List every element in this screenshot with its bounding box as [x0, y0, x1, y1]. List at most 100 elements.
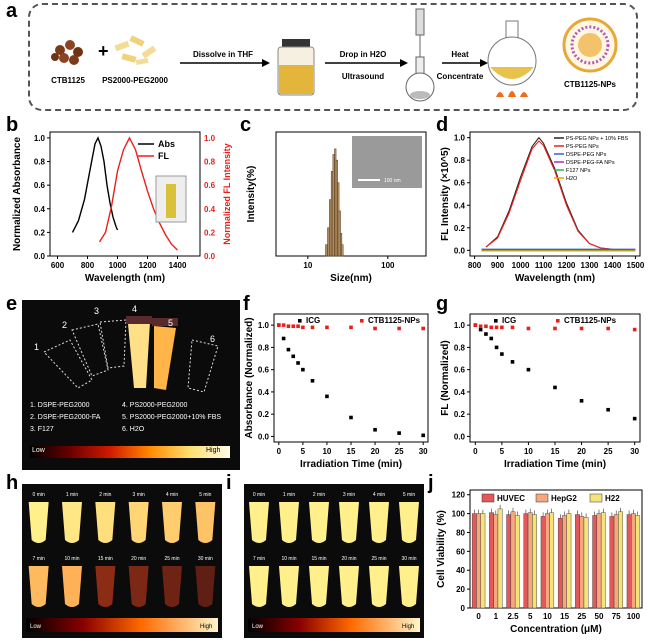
- y-tick-label: 0.8: [34, 158, 46, 167]
- viability-bar: [592, 515, 598, 609]
- legend-label: HUVEC: [497, 494, 525, 503]
- legend-label: ICG: [306, 316, 320, 325]
- viability-bar: [527, 512, 533, 609]
- viability-bar: [471, 513, 477, 609]
- x-tick-label: 100: [627, 612, 641, 621]
- x-axis-title: Irradiation Time (min): [504, 459, 606, 470]
- panel-label-a: a: [6, 0, 18, 22]
- x-tick-label: 0: [473, 447, 478, 456]
- tube: [399, 566, 419, 607]
- scale-low: Low: [252, 624, 264, 630]
- e-legend-item-3: 3. F127: [30, 426, 54, 433]
- y-tick-label: 0.6: [454, 366, 466, 375]
- time-label: 5 min: [403, 492, 415, 498]
- time-label: 7 min: [253, 556, 265, 562]
- legend-label: PS-PEG NPs: [566, 144, 599, 150]
- x-tick-label: 30: [630, 447, 639, 456]
- x-tick-label: 0: [277, 447, 282, 456]
- panel-h-image: 0 min 1 min 2 min 3 min 4 min 5 min 7 min 10 mi…: [22, 484, 222, 638]
- viability-bar: [506, 514, 512, 609]
- tube: [309, 502, 329, 543]
- data-point: [606, 326, 610, 331]
- panel-label-c: c: [240, 114, 252, 136]
- chart-d-fl-spectra: 800 900 1000 1100 1200 1300 1400 1500 0.0 0.2 0.4 0…: [440, 131, 645, 284]
- plot-frame: [469, 131, 641, 257]
- data-point: [291, 324, 296, 329]
- x-tick-label: 0: [476, 612, 481, 621]
- x-tick-label: 1400: [169, 261, 187, 270]
- panel-label-h: h: [6, 472, 19, 494]
- data-point: [489, 325, 494, 330]
- data-point: [325, 325, 329, 330]
- data-point: [421, 326, 425, 331]
- viability-bar: [557, 518, 563, 609]
- panel-label-i: i: [226, 472, 232, 494]
- x-tick-label: 1: [494, 612, 499, 621]
- legend-swatch: [494, 319, 498, 323]
- x-axis-title: Irradiation Time (min): [300, 459, 402, 470]
- y-tick-label: 0.4: [258, 388, 270, 397]
- x-axis-title: Size(nm): [330, 273, 372, 284]
- y-tick-label: 0: [461, 604, 466, 613]
- time-label: 25 min: [164, 556, 179, 562]
- y-tick-label: 0.8: [454, 343, 466, 352]
- scale-high: High: [200, 624, 212, 630]
- viability-bar: [626, 514, 632, 609]
- data-point: [296, 324, 300, 329]
- legend-label: CTB1125-NPs: [564, 316, 617, 325]
- x-tick-label: 15: [347, 447, 356, 456]
- time-label: 15 min: [98, 556, 113, 562]
- svg-text:2: 2: [62, 320, 67, 330]
- data-point: [349, 415, 353, 420]
- x-tick-label: 20: [577, 447, 586, 456]
- e-legend-item-4: 4. PS2000-PEG2000: [122, 402, 188, 409]
- legend-swatch: [481, 493, 495, 503]
- y2-tick-label: 0.6: [204, 181, 216, 190]
- panel-label-g: g: [436, 293, 449, 315]
- tube-grid: 0 min 1 min 2 min 3 min 4 min 5 min 7 min 10 mi…: [26, 492, 218, 632]
- size-bar: [341, 244, 344, 257]
- svg-text:1: 1: [34, 342, 39, 352]
- time-label: 1 min: [283, 492, 295, 498]
- x-tick-label: 800: [81, 261, 95, 270]
- data-point: [500, 325, 504, 330]
- size-bar: [330, 171, 334, 257]
- scale-high: High: [402, 624, 414, 630]
- tube: [369, 502, 389, 543]
- y-tick-label: 0.6: [34, 181, 46, 190]
- y-tick-label: 0.4: [34, 205, 46, 214]
- legend-label: HepG2: [551, 494, 577, 503]
- plot-frame: [469, 489, 643, 609]
- syringe-flask-icon: [405, 8, 435, 102]
- step2b-label: Ultrasound: [342, 72, 384, 81]
- legend-label: PS-PEG NPs + 10% FBS: [566, 136, 629, 142]
- time-label: 30 min: [198, 556, 213, 562]
- plot-frame: [273, 313, 429, 443]
- y-tick-label: 0.2: [454, 410, 466, 419]
- step1-label: Dissolve in THF: [193, 50, 253, 59]
- time-label: 4 min: [373, 492, 385, 498]
- product-label: CTB1125-NPs: [564, 80, 617, 89]
- e-scale-high: High: [206, 447, 221, 454]
- x-axis-title: Wavelength (nm): [85, 273, 165, 284]
- series-line: [485, 140, 613, 250]
- x-tick-label: 50: [595, 612, 604, 621]
- chart-b-absorbance-fl: 600 800 1000 1200 1400 0.0 0.2 0.4 0.6 0.8 1.0 Wave…: [12, 131, 232, 284]
- legend-label: ICG: [502, 316, 516, 325]
- chart-g-photostability-fl: 0 5 10 15 20 25 30 0.0 0.2 0.4 0.6 0.8 1.0 Irradiatio…: [440, 313, 641, 470]
- cuvette-liquid: [166, 184, 176, 218]
- size-bar: [325, 244, 328, 257]
- legend-label: DSPE-PEG NPs: [566, 152, 607, 158]
- tube: [128, 566, 149, 607]
- legend-label: DSPE-PEG-FA NPs: [566, 160, 615, 166]
- y-axis-title: FL Intensity (×10^5): [440, 147, 451, 241]
- tube: [369, 566, 389, 607]
- viability-bar: [609, 516, 615, 609]
- series-line-fl: [98, 136, 178, 251]
- x-tick-label: 800: [468, 261, 482, 270]
- time-label: 25 min: [371, 556, 386, 562]
- viability-bar: [514, 515, 520, 609]
- panel-label-d: d: [436, 114, 449, 136]
- step2a-label: Drop in H2O: [340, 50, 387, 59]
- legend-swatch: [556, 319, 560, 323]
